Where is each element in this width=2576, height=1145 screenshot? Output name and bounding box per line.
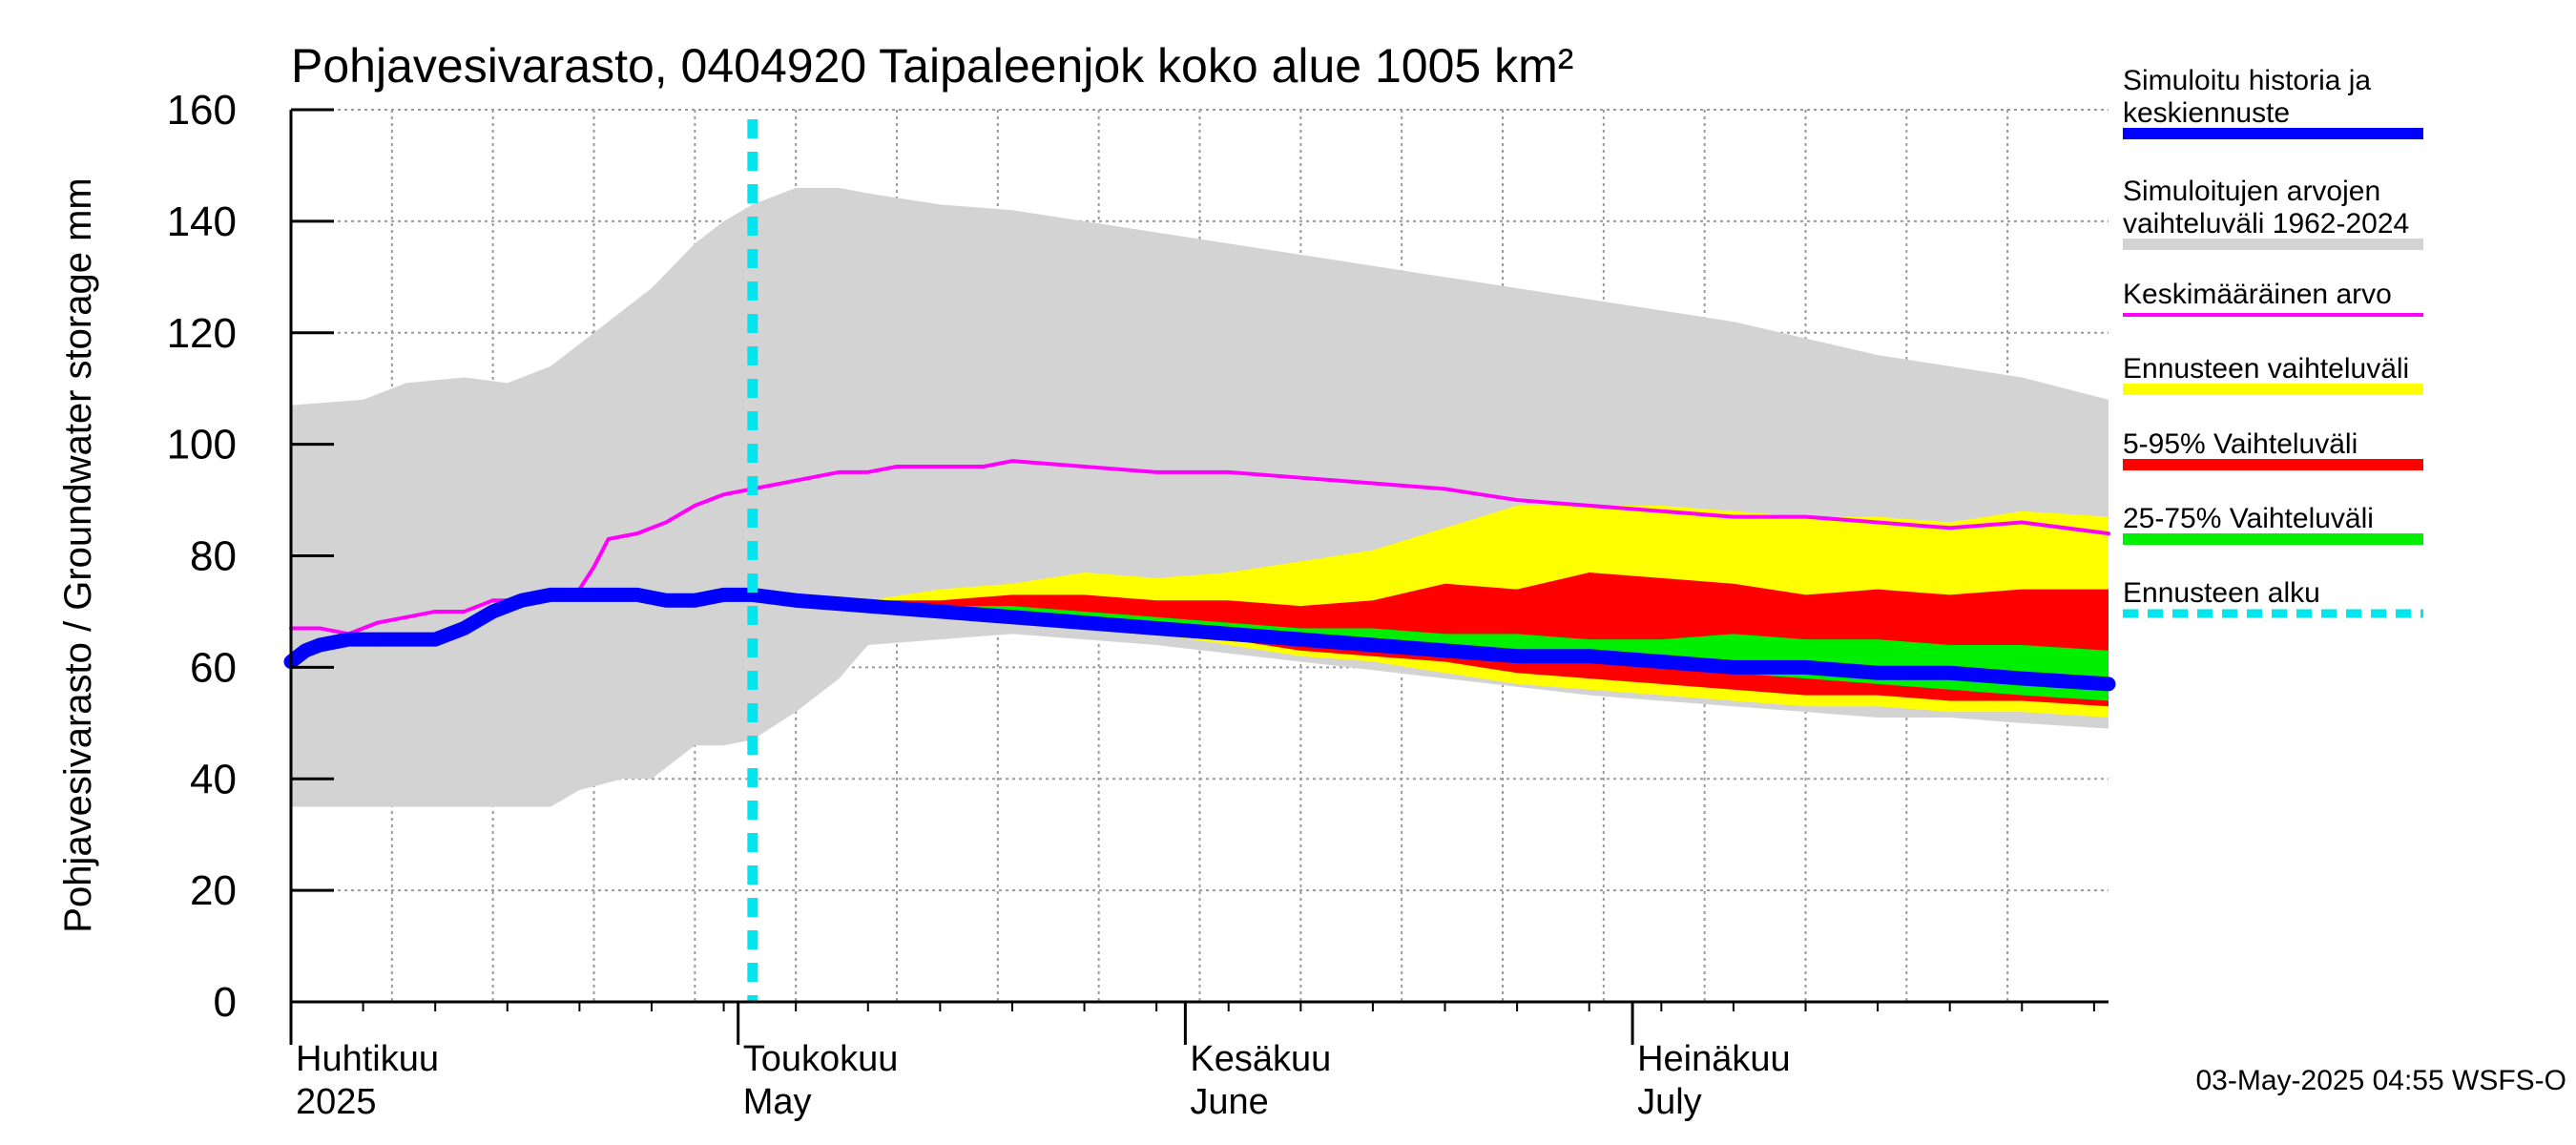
month-label-fi: Heinäkuu	[1637, 1039, 1791, 1079]
line-series-4	[289, 459, 2110, 636]
y-axis-label: Pohjavesivarasto / Groundwater storage m…	[57, 177, 99, 932]
y-ticks: 0 20 40 60 80 100 120 140 160	[167, 87, 334, 1026]
line-series-5	[283, 587, 2116, 692]
legend: Simuloitu historia ja keskiennusteSimuloi…	[2123, 65, 2423, 618]
y-tick-label: 140	[167, 198, 237, 245]
y-tick-label: 60	[190, 644, 237, 691]
legend-label: Keskimääräinen arvo	[2123, 279, 2392, 310]
chart-title: Pohjavesivarasto, 0404920 Taipaleenjok k…	[291, 39, 1573, 93]
legend-label: 25-75% Vaihteluväli	[2123, 503, 2374, 534]
month-label-fi: Huhtikuu	[296, 1039, 439, 1079]
legend-label-line: 5-95% Vaihteluväli	[2123, 428, 2358, 460]
legend-label: Ennusteen vaihteluväli	[2123, 353, 2409, 385]
month-label-en: May	[743, 1082, 812, 1122]
y-tick-label: 160	[167, 87, 237, 134]
legend-label-line: Simuloitujen arvojen	[2123, 176, 2380, 207]
y-tick-label: 120	[167, 310, 237, 357]
month-label-fi: Kesäkuu	[1190, 1039, 1331, 1079]
month-label-en: July	[1637, 1082, 1702, 1122]
month-label-en: June	[1190, 1082, 1268, 1122]
footer-timestamp: 03-May-2025 04:55 WSFS-O	[2196, 1065, 2567, 1096]
legend-label-line: Ennusteen alku	[2123, 577, 2320, 609]
legend-label-line: Keskimääräinen arvo	[2123, 279, 2392, 310]
y-tick-label: 40	[190, 756, 237, 802]
legend-label: Ennusteen alku	[2123, 577, 2320, 609]
legend-label: 5-95% Vaihteluväli	[2123, 428, 2358, 460]
y-tick-label: 80	[190, 533, 237, 580]
y-tick-label: 20	[190, 867, 237, 914]
legend-label-line: vaihteluväli 1962-2024	[2123, 208, 2409, 239]
legend-label-line: Simuloitu historia ja	[2123, 65, 2371, 96]
y-tick-label: 0	[214, 979, 237, 1026]
month-label-en: 2025	[296, 1082, 377, 1122]
legend-label: Simuloitu historia ja keskiennuste	[2123, 65, 2371, 129]
y-tick-label: 100	[167, 422, 237, 468]
legend-label: Simuloitujen arvojen vaihteluväli 1962-20…	[2123, 176, 2409, 239]
legend-label-line: keskiennuste	[2123, 97, 2290, 129]
month-label-fi: Toukokuu	[743, 1039, 899, 1079]
lines	[283, 119, 2116, 1002]
legend-label-line: 25-75% Vaihteluväli	[2123, 503, 2374, 534]
legend-label-line: Ennusteen vaihteluväli	[2123, 353, 2409, 385]
